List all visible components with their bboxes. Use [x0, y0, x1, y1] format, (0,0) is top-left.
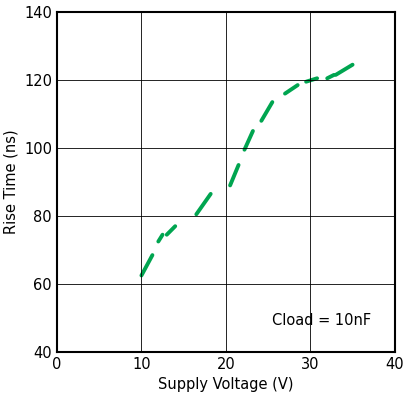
Text: Cload = 10nF: Cload = 10nF [272, 313, 372, 328]
X-axis label: Supply Voltage (V): Supply Voltage (V) [158, 378, 293, 392]
Y-axis label: Rise Time (ns): Rise Time (ns) [4, 130, 19, 234]
